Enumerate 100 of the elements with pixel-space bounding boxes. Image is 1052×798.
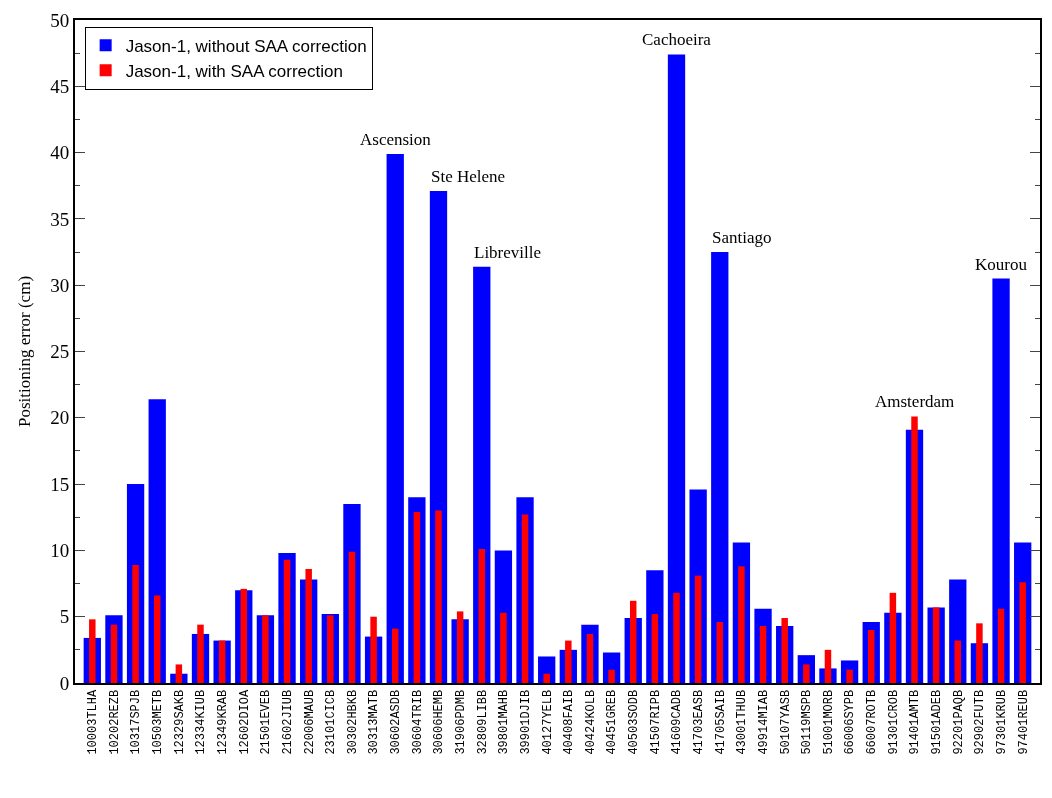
bar <box>456 611 464 683</box>
x-tick-label: 40408FAIB <box>562 689 577 755</box>
bar <box>1019 582 1026 683</box>
x-tick-label: 41609CADB <box>670 689 685 755</box>
y-tick-label: 25 <box>50 341 70 363</box>
x-tick-label: 21501EVEB <box>259 689 274 755</box>
legend-label: Jason-1, without SAA correction <box>125 36 367 56</box>
bar <box>824 649 832 683</box>
bar <box>738 566 745 683</box>
y-tick-label: 5 <box>59 606 70 628</box>
x-tick-label: 30606HEMB <box>432 689 447 755</box>
bar <box>992 278 1010 683</box>
bar <box>629 600 637 683</box>
x-tick-label: 49914MIAB <box>756 689 771 755</box>
y-tick-label: 45 <box>50 75 70 97</box>
bar <box>711 252 729 683</box>
bar <box>478 549 486 683</box>
y-tick-label: 50 <box>50 9 70 31</box>
x-tick-label: 21602JIUB <box>280 689 295 755</box>
bar <box>148 399 166 683</box>
bar <box>327 615 334 683</box>
bar <box>651 614 659 683</box>
bar <box>305 568 312 683</box>
y-tick-label: 20 <box>50 407 70 429</box>
legend-label: Jason-1, with SAA correction <box>125 61 343 81</box>
x-tick-label: 40424KOLB <box>583 689 598 755</box>
x-tick-label: 39801MAHB <box>497 689 512 755</box>
x-tick-label: 31906PDMB <box>454 689 469 755</box>
annotation: Ascension <box>360 130 432 149</box>
bar <box>911 416 918 683</box>
y-tick-label: 35 <box>50 208 70 230</box>
bar <box>370 616 377 683</box>
bar <box>846 669 853 683</box>
x-tick-label: 12334KIUB <box>194 689 209 755</box>
y-tick-label: 40 <box>50 142 70 164</box>
x-tick-label: 41507RIPB <box>648 689 663 755</box>
x-tick-label: 92902FUTB <box>973 689 988 755</box>
bar <box>932 607 940 683</box>
x-tick-label: 39901DJIB <box>518 689 533 755</box>
x-tick-label: 23101CICB <box>324 689 339 755</box>
bar <box>110 624 118 683</box>
x-tick-label: 12602DIOA <box>237 689 252 755</box>
x-tick-label: 10317SPJB <box>129 689 144 755</box>
bar <box>175 664 183 683</box>
x-tick-label: 40127YELB <box>540 689 555 755</box>
x-tick-label: 92201PAQB <box>951 689 966 755</box>
x-tick-label: 41705SAIB <box>713 689 728 755</box>
bar <box>565 640 572 683</box>
bar <box>500 612 507 683</box>
x-tick-label: 30604TRIB <box>410 689 425 755</box>
x-tick-label: 41703EASB <box>692 689 707 755</box>
bar <box>132 564 139 683</box>
x-tick-label: 51001MORB <box>821 689 836 755</box>
bar <box>608 669 615 683</box>
y-tick-label: 15 <box>50 473 70 495</box>
x-tick-label: 97301KRUB <box>994 689 1009 755</box>
bar <box>413 511 421 683</box>
x-tick-label: 40503SODB <box>627 689 642 755</box>
bar <box>716 622 724 683</box>
bar <box>391 628 399 683</box>
x-tick-label: 97401REUB <box>1016 689 1031 755</box>
bar <box>386 153 404 683</box>
x-tick-label: 91301CROB <box>886 689 901 755</box>
y-axis-title: Positioning error (cm) <box>15 275 35 428</box>
bar <box>262 615 269 683</box>
x-tick-label: 10003TLHA <box>86 689 101 755</box>
bar <box>803 664 810 683</box>
bar <box>586 633 594 683</box>
bar <box>673 592 680 683</box>
x-tick-label: 66007ROTB <box>865 689 880 755</box>
x-tick-label: 30302HBKB <box>345 689 360 755</box>
y-tick-label: 30 <box>50 274 70 296</box>
bar <box>435 510 442 683</box>
bar <box>153 595 161 683</box>
annotation: Cachoeira <box>642 30 712 49</box>
x-tick-label: 10202REZB <box>107 689 122 755</box>
x-tick-label: 50119MSPB <box>800 689 815 755</box>
bar <box>667 54 686 683</box>
y-tick-label: 0 <box>59 672 70 694</box>
x-tick-label: 12329SAKB <box>172 689 187 755</box>
x-tick-label: 10503METB <box>151 689 166 755</box>
y-tick-label: 10 <box>50 540 70 562</box>
bar <box>997 608 1005 683</box>
annotation: Santiago <box>712 228 772 247</box>
bar <box>954 640 962 683</box>
x-tick-label: 43001THUB <box>735 689 750 755</box>
annotation: Ste Helene <box>431 167 506 186</box>
bar <box>218 640 226 683</box>
annotation: Kourou <box>975 255 1028 274</box>
bar <box>240 588 248 683</box>
bar <box>348 551 356 683</box>
bar <box>759 625 767 683</box>
bar <box>694 575 702 683</box>
x-tick-label: 91401AMTB <box>908 689 923 755</box>
bar <box>543 673 550 683</box>
annotation: Amsterdam <box>875 392 955 411</box>
annotation: Libreville <box>474 243 542 262</box>
bar <box>197 624 204 683</box>
bar <box>283 559 291 683</box>
x-tick-label: 32809LIBB <box>475 689 490 755</box>
